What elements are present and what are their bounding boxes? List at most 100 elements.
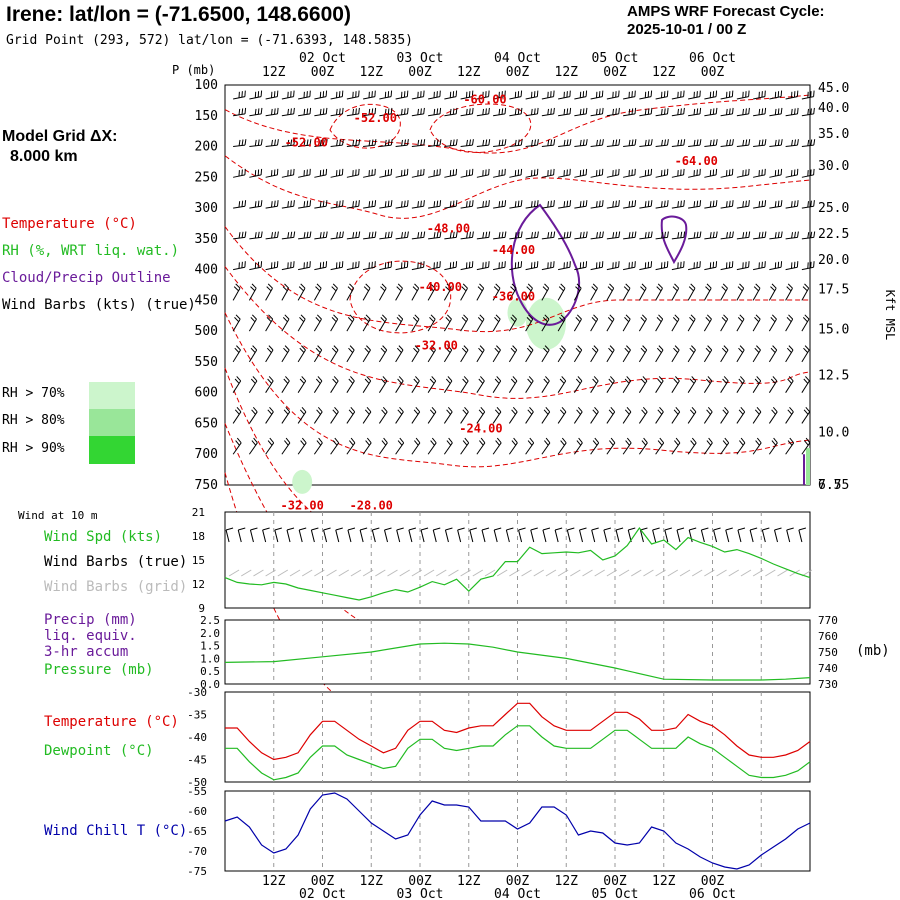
wind-barb-flag — [712, 200, 715, 207]
wind-barb-flag — [575, 286, 581, 292]
wind-barb-flag — [602, 200, 604, 207]
wind-barb — [248, 318, 257, 332]
wind-barb — [444, 266, 457, 271]
temperature-tick-label: -45 — [187, 754, 207, 767]
wind-barb-flag — [696, 108, 699, 115]
wind-barb-10m — [786, 529, 791, 543]
wind-barb-flag — [331, 286, 337, 292]
wind-barb-flag — [455, 231, 458, 238]
dewpoint-legend: Dewpoint (°C) — [44, 743, 154, 759]
wind-barb-flag — [303, 139, 306, 146]
wind-barb-flag — [755, 283, 761, 289]
wind-barb-10m-flag — [347, 527, 356, 531]
wind-barb-flag — [626, 345, 631, 351]
wind-barb-flag — [705, 286, 711, 292]
wind-barb-flag — [322, 200, 325, 207]
wind-barb-flag — [260, 90, 263, 97]
wind-barb-flag — [268, 376, 274, 382]
wind-barb-grid — [752, 569, 764, 577]
wind-barb-flag — [563, 139, 566, 146]
wind-barb-flag — [306, 91, 308, 98]
wind-barb-flag — [339, 139, 341, 146]
wind-barb-flag — [683, 261, 685, 268]
wind-barb-flag — [696, 200, 699, 207]
wind-barb — [265, 266, 278, 271]
wind-barb-flag — [706, 409, 711, 415]
wind-barb-flag — [374, 231, 377, 238]
wind-barb — [541, 287, 550, 301]
wind-barb-flag — [576, 283, 582, 289]
wind-barb-flag — [797, 231, 799, 238]
wind-barb-flag — [596, 201, 598, 208]
wind-barb-flag — [529, 437, 535, 444]
wind-barb-flag — [334, 406, 339, 413]
wind-barb-flag — [384, 108, 387, 115]
wind-barb-flag — [787, 409, 793, 415]
wind-barb-flag — [534, 139, 536, 146]
wind-barb — [590, 349, 599, 363]
wind-barb — [395, 380, 404, 393]
wind-barb — [395, 144, 408, 148]
wind-barb-flag — [755, 314, 761, 320]
wind-barb-flag — [647, 200, 650, 207]
wind-barb — [753, 236, 766, 240]
wind-barb-flag — [608, 409, 614, 415]
wind-barb-flag — [553, 231, 556, 238]
wind-barb — [395, 113, 408, 117]
wind-barb — [574, 144, 587, 148]
wind-barb-flag — [446, 314, 452, 320]
wind-speed-tick-label: 21 — [192, 506, 205, 519]
wind-barb — [606, 144, 619, 148]
wind-barb-flag — [596, 139, 598, 146]
wind-barb — [623, 236, 636, 240]
wind-barb-flag — [371, 139, 374, 146]
wind-barb — [476, 411, 486, 424]
wind-barb — [785, 236, 798, 240]
wind-barb-flag — [433, 108, 436, 115]
wind-barb-flag — [609, 345, 615, 351]
wind-barb — [622, 318, 631, 332]
wind-barb-flag — [381, 314, 387, 320]
wind-barb — [330, 411, 339, 424]
wind-barb — [558, 144, 571, 148]
wind-barb — [492, 287, 501, 301]
wind-barb-flag — [537, 231, 539, 238]
pressure-tick-label-right: 750 — [818, 646, 838, 659]
wind-barb-flag — [740, 437, 746, 444]
wind-barb-10m-flag — [603, 527, 612, 531]
wind-barb — [363, 236, 376, 240]
pressure-tick-label: 550 — [195, 355, 218, 370]
wind-barb-flag — [472, 231, 474, 238]
wind-barb-flag — [358, 168, 360, 175]
wind-barb-flag — [350, 437, 356, 444]
wind-barb-flag — [576, 314, 582, 320]
wind-barb-flag — [404, 139, 406, 146]
wind-barb-flag — [745, 231, 748, 238]
wind-barb-flag — [241, 139, 244, 146]
wind-barb-grid — [606, 569, 618, 577]
wind-barb-flag — [680, 231, 683, 238]
wind-barb-flag — [364, 317, 370, 323]
wind-barb-flag — [602, 107, 604, 114]
time-hour-label: 12Z — [360, 65, 384, 80]
wind-barb-10m-flag — [299, 527, 307, 531]
wind-barb-flag — [316, 409, 321, 415]
wind-barb-flag — [780, 168, 783, 175]
wind-barb-flag — [319, 201, 322, 208]
pressure-tick-label: 500 — [195, 324, 218, 339]
wind-barb-flag — [290, 231, 293, 238]
wind-barb-flag — [306, 139, 309, 146]
wind-barb — [541, 349, 550, 363]
wind-barb-flag — [511, 440, 517, 446]
wind-barb-flag — [466, 139, 468, 146]
precip-legend-accum: 3-hr accum — [44, 644, 129, 660]
wind-barb-flag — [566, 261, 568, 268]
wind-barb-flag — [412, 317, 418, 323]
wind-barb-10m — [591, 529, 596, 543]
wind-barb — [785, 113, 798, 117]
wind-barb-flag — [387, 200, 390, 207]
wind-barb-flag — [472, 139, 474, 146]
wind-barb-flag — [268, 314, 274, 320]
wind-barb-flag — [464, 437, 470, 444]
wind-barb — [558, 266, 571, 271]
